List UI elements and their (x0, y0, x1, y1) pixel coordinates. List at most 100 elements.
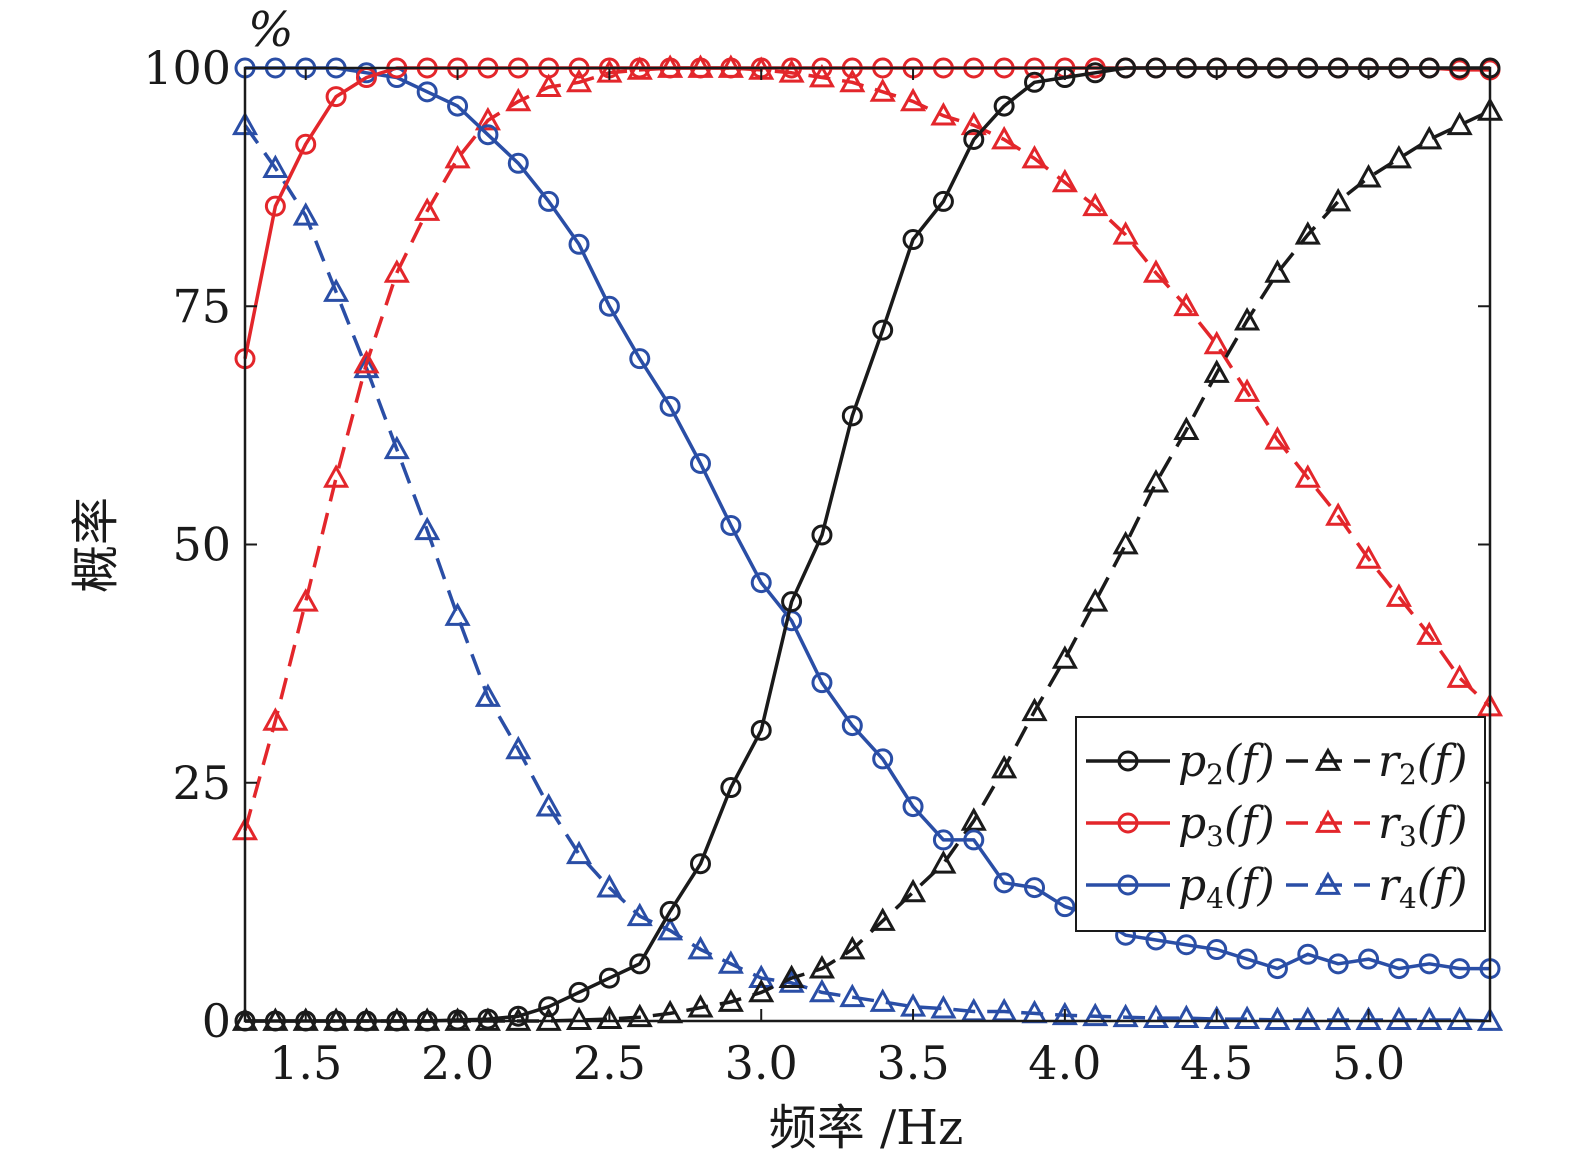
y-tick-label: 25 (172, 756, 231, 810)
data-point-p4 (568, 233, 590, 255)
data-point-p2 (689, 853, 711, 875)
data-point-r4 (657, 916, 684, 941)
data-point-p2 (720, 777, 742, 799)
data-point-r4 (535, 792, 562, 817)
data-point-r2 (839, 935, 866, 960)
x-tick-label: 4.0 (1028, 1036, 1101, 1090)
data-point-r2 (1051, 645, 1078, 669)
data-point-r2 (565, 1006, 593, 1030)
data-point-r4 (1051, 1001, 1078, 1026)
data-point-p2 (1024, 71, 1046, 93)
data-point-p2 (568, 981, 590, 1003)
data-point-p4 (993, 872, 1015, 894)
data-point-p4 (1358, 948, 1380, 970)
y-axis-unit: % (248, 2, 294, 58)
data-point-p2 (598, 967, 620, 989)
data-point-r3 (292, 588, 319, 612)
data-point-p4 (750, 572, 772, 594)
x-tick-label: 3.5 (876, 1036, 949, 1090)
data-point-r2 (1264, 259, 1291, 283)
data-point-p2 (841, 405, 863, 427)
data-point-r3 (353, 349, 380, 374)
data-point-r4 (1112, 1003, 1139, 1028)
data-point-r3 (505, 87, 532, 112)
data-point-r3 (839, 68, 866, 93)
data-point-p2 (781, 591, 803, 613)
data-point-r3 (1385, 583, 1412, 607)
legend-item-p4: p4(f) (1086, 860, 1275, 915)
data-point-p4 (629, 348, 651, 370)
data-point-r3 (414, 197, 441, 221)
data-point-r2 (1112, 530, 1139, 555)
series-p4 (234, 57, 1501, 980)
legend-marker-r3 (1314, 809, 1342, 833)
x-tick-label: 1.5 (269, 1036, 342, 1090)
data-point-r2 (1173, 416, 1200, 441)
data-point-r4 (505, 735, 532, 760)
data-point-r3 (383, 259, 410, 283)
data-point-r2 (748, 978, 775, 1003)
data-point-r2 (1082, 588, 1109, 612)
data-point-r3 (262, 707, 289, 731)
legend-label-r4: r4(f) (1378, 860, 1468, 915)
data-point-r3 (1082, 192, 1109, 217)
data-point-r4 (414, 516, 441, 541)
data-point-r4 (565, 840, 593, 865)
data-point-p4 (932, 829, 954, 851)
data-point-p4 (1236, 948, 1258, 970)
data-point-p2 (538, 996, 560, 1018)
data-point-r3 (899, 87, 927, 112)
data-point-p2 (659, 900, 681, 922)
data-point-r4 (1294, 1006, 1321, 1030)
data-point-p3 (295, 133, 317, 155)
data-point-p3 (264, 195, 286, 217)
y-tick-label: 75 (172, 279, 231, 333)
data-point-p4 (1266, 958, 1288, 980)
data-point-p4 (1449, 958, 1471, 980)
legend-label-r2: r2(f) (1378, 736, 1468, 791)
data-point-r2 (930, 850, 957, 874)
data-point-r2 (869, 907, 896, 931)
data-point-p4 (1327, 953, 1349, 975)
data-point-r4 (1142, 1004, 1170, 1029)
data-point-r2 (1142, 468, 1170, 493)
data-point-p4 (1054, 896, 1076, 918)
legend-marker-p3 (1117, 812, 1139, 834)
data-point-r2 (717, 988, 744, 1012)
legend-item-r4: r4(f) (1286, 860, 1468, 915)
data-point-r3 (1264, 426, 1291, 450)
data-point-r2 (596, 1005, 623, 1029)
data-point-r3 (1294, 464, 1321, 488)
data-point-r4 (474, 683, 501, 707)
data-point-p4 (689, 452, 711, 474)
data-point-r3 (1234, 378, 1261, 402)
data-point-p2 (993, 95, 1015, 117)
data-point-r2 (1203, 359, 1230, 383)
data-point-p2 (507, 1005, 529, 1027)
data-point-p3 (325, 86, 347, 108)
data-point-r4 (717, 950, 744, 974)
data-point-p4 (1175, 934, 1197, 956)
legend-item-p2: p2(f) (1086, 736, 1275, 791)
data-point-p4 (963, 829, 985, 851)
data-point-p4 (477, 124, 499, 146)
data-point-r3 (323, 464, 350, 488)
data-point-r2 (1234, 306, 1261, 331)
x-axis-label: 频率 /Hz (769, 1100, 964, 1156)
data-point-p4 (1024, 877, 1046, 899)
data-point-p2 (629, 953, 651, 975)
data-point-r4 (353, 354, 380, 379)
data-point-r3 (1112, 221, 1139, 245)
data-point-p4 (1206, 939, 1228, 961)
data-point-p4 (1388, 958, 1410, 980)
data-point-p4 (416, 81, 438, 103)
data-point-r4 (626, 902, 653, 927)
data-point-r4 (1416, 1006, 1443, 1030)
data-point-r3 (1203, 330, 1230, 355)
data-point-r4 (1203, 1005, 1230, 1029)
data-point-r3 (535, 73, 562, 97)
data-point-p4 (811, 672, 833, 694)
data-point-r2 (1355, 164, 1382, 188)
data-point-p4 (598, 295, 620, 317)
